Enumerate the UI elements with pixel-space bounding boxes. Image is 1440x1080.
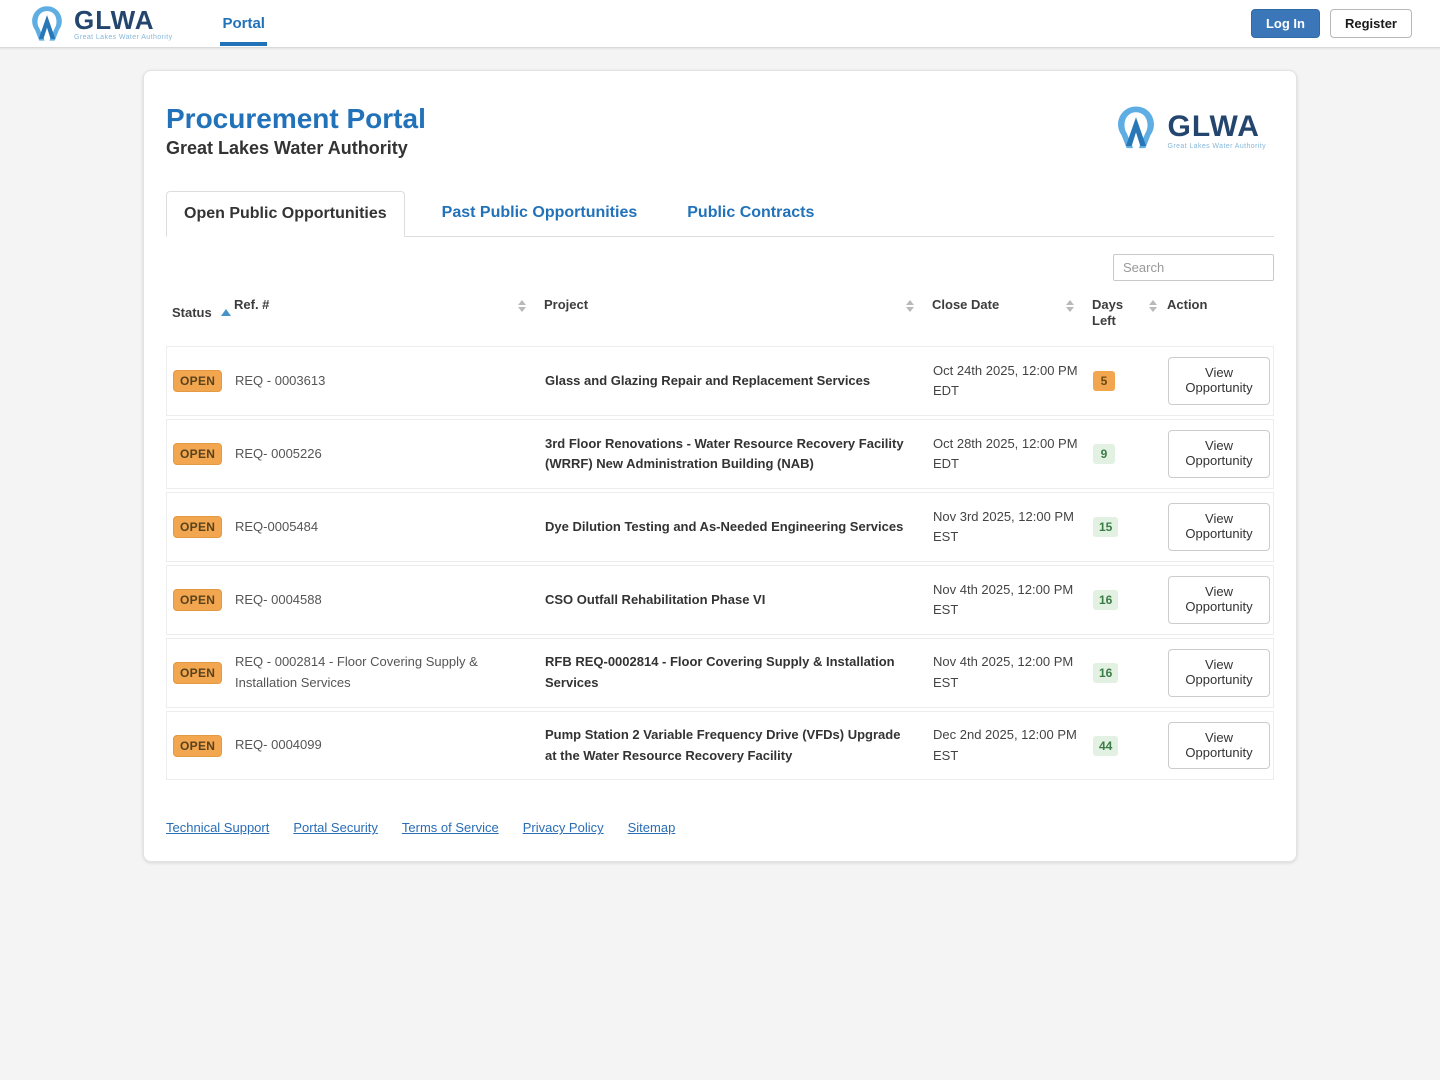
close-date: Nov 4th 2025, 12:00 PM EST xyxy=(933,654,1074,690)
column-header-action: Action xyxy=(1167,297,1208,312)
glwa-card-logo: GLWA Great Lakes Water Authority xyxy=(1113,105,1266,156)
days-left-badge: 44 xyxy=(1093,735,1119,756)
project-name: 3rd Floor Renovations - Water Resource R… xyxy=(545,435,904,471)
sort-icon xyxy=(1149,300,1157,312)
column-header-project[interactable]: Project xyxy=(544,297,932,328)
view-opportunity-button[interactable]: View Opportunity xyxy=(1168,648,1270,697)
days-left-badge: 16 xyxy=(1093,589,1119,610)
tab-public-contracts[interactable]: Public Contracts xyxy=(687,204,815,221)
sort-icon xyxy=(906,300,914,312)
login-button[interactable]: Log In xyxy=(1250,9,1320,38)
column-header-status[interactable]: Status xyxy=(172,297,234,328)
days-left-badge: 16 xyxy=(1093,662,1119,683)
view-opportunity-button[interactable]: View Opportunity xyxy=(1168,430,1270,478)
view-opportunity-button[interactable]: View Opportunity xyxy=(1168,502,1270,551)
navbar-brand-name: GLWA xyxy=(74,4,155,35)
ref-number: REQ- 0004099 xyxy=(235,737,322,753)
sort-icon xyxy=(1066,300,1074,312)
close-date: Oct 24th 2025, 12:00 PM EDT xyxy=(933,362,1078,399)
footer-link-sitemap[interactable]: Sitemap xyxy=(627,820,676,836)
ref-number: REQ-0005484 xyxy=(235,518,319,534)
table-row: OPEN REQ - 0003613 Glass and Glazing Rep… xyxy=(166,346,1274,417)
days-left-badge: 5 xyxy=(1093,371,1115,392)
card-logo-name: GLWA xyxy=(1167,109,1260,143)
status-badge: OPEN xyxy=(173,588,223,611)
table-row: OPEN REQ- 0004099 Pump Station 2 Variabl… xyxy=(166,710,1274,781)
footer-link-technical-support[interactable]: Technical Support xyxy=(166,820,270,836)
table-row: OPEN REQ-0005484 Dye Dilution Testing an… xyxy=(166,491,1274,562)
tab-past-public-opportunities[interactable]: Past Public Opportunities xyxy=(441,204,638,221)
view-opportunity-button[interactable]: View Opportunity xyxy=(1168,575,1270,624)
footer-link-privacy-policy[interactable]: Privacy Policy xyxy=(522,820,604,836)
footer-link-portal-security[interactable]: Portal Security xyxy=(293,820,378,836)
navbar-brand-tagline: Great Lakes Water Authority xyxy=(74,33,173,41)
close-date: Nov 3rd 2025, 12:00 PM EST xyxy=(933,508,1074,544)
table-header-row: Status Ref. # Project Close Date Days Le… xyxy=(166,281,1274,346)
procurement-portal-card: Procurement Portal Great Lakes Water Aut… xyxy=(143,70,1297,863)
page-body: Procurement Portal Great Lakes Water Aut… xyxy=(0,48,1440,863)
opportunities-table: OPEN REQ - 0003613 Glass and Glazing Rep… xyxy=(166,346,1274,781)
ref-number: REQ- 0005226 xyxy=(235,445,322,461)
glwa-logo-icon xyxy=(28,5,66,43)
status-badge: OPEN xyxy=(173,661,223,684)
table-row: OPEN REQ- 0004588 CSO Outfall Rehabilita… xyxy=(166,564,1274,635)
column-header-ref[interactable]: Ref. # xyxy=(234,297,544,328)
ref-number: REQ - 0002814 - Floor Covering Supply & … xyxy=(235,654,478,690)
opportunities-tabs: Open Public Opportunities Past Public Op… xyxy=(166,191,1274,237)
project-name: Dye Dilution Testing and As-Needed Engin… xyxy=(545,518,904,534)
card-footer: Technical Support Portal Security Terms … xyxy=(166,820,1274,835)
sort-ascending-icon xyxy=(220,309,231,317)
main-nav: Portal xyxy=(220,0,267,47)
column-header-days-left[interactable]: Days Left xyxy=(1092,297,1167,328)
footer-link-terms-of-service[interactable]: Terms of Service xyxy=(401,820,499,836)
table-row: OPEN REQ - 0002814 - Floor Covering Supp… xyxy=(166,637,1274,708)
close-date: Nov 4th 2025, 12:00 PM EST xyxy=(933,581,1074,617)
top-navbar: GLWA Great Lakes Water Authority Portal … xyxy=(0,0,1440,48)
project-name: CSO Outfall Rehabilitation Phase VI xyxy=(545,591,766,607)
tab-open-public-opportunities[interactable]: Open Public Opportunities xyxy=(166,191,405,237)
days-left-badge: 15 xyxy=(1093,516,1119,537)
status-badge: OPEN xyxy=(173,734,223,757)
status-badge: OPEN xyxy=(173,370,223,393)
card-logo-tagline: Great Lakes Water Authority xyxy=(1167,142,1266,150)
close-date: Oct 28th 2025, 12:00 PM EDT xyxy=(933,435,1078,471)
search-input[interactable] xyxy=(1113,254,1274,281)
navbar-brand[interactable]: GLWA Great Lakes Water Authority xyxy=(28,5,172,43)
status-badge: OPEN xyxy=(173,515,223,538)
view-opportunity-button[interactable]: View Opportunity xyxy=(1168,357,1270,406)
days-left-badge: 9 xyxy=(1093,444,1115,464)
sort-icon xyxy=(518,300,526,312)
project-name: Glass and Glazing Repair and Replacement… xyxy=(545,373,871,389)
status-badge: OPEN xyxy=(173,443,223,465)
project-name: RFB REQ-0002814 - Floor Covering Supply … xyxy=(545,654,895,690)
ref-number: REQ - 0003613 xyxy=(235,373,326,389)
project-name: Pump Station 2 Variable Frequency Drive … xyxy=(545,727,901,763)
register-button[interactable]: Register xyxy=(1329,9,1412,38)
view-opportunity-button[interactable]: View Opportunity xyxy=(1168,721,1270,770)
glwa-logo-icon xyxy=(1113,105,1159,156)
page-title: Procurement Portal xyxy=(166,103,426,134)
column-header-close-date[interactable]: Close Date xyxy=(932,297,1092,328)
table-row: OPEN REQ- 0005226 3rd Floor Renovations … xyxy=(166,419,1274,489)
page-subtitle: Great Lakes Water Authority xyxy=(166,138,408,158)
close-date: Dec 2nd 2025, 12:00 PM EST xyxy=(933,727,1077,763)
nav-portal-link[interactable]: Portal xyxy=(220,0,267,47)
ref-number: REQ- 0004588 xyxy=(235,591,322,607)
